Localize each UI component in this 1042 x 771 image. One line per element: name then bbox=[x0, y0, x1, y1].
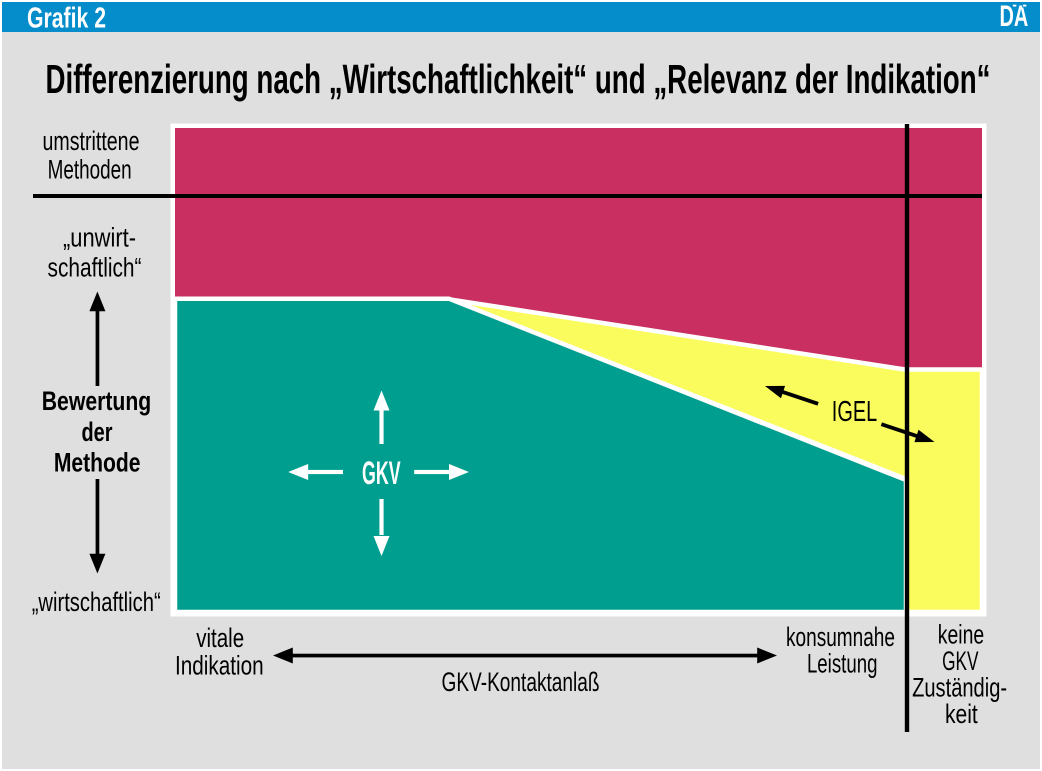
svg-text:GKV: GKV bbox=[942, 646, 978, 676]
svg-text:„wirtschaftlich“: „wirtschaftlich“ bbox=[32, 587, 161, 617]
svg-text:konsumnahe: konsumnahe bbox=[786, 622, 895, 652]
svg-text:Leistung: Leistung bbox=[807, 648, 878, 678]
svg-text:Grafik 2: Grafik 2 bbox=[27, 3, 106, 35]
svg-text:keine: keine bbox=[938, 620, 984, 650]
svg-text:der: der bbox=[82, 417, 113, 447]
svg-text:Bewertung: Bewertung bbox=[42, 386, 152, 416]
svg-text:umstrittene: umstrittene bbox=[43, 126, 140, 156]
svg-text:vitale: vitale bbox=[196, 623, 244, 653]
svg-text:Methode: Methode bbox=[54, 448, 141, 478]
svg-text:schaftlich“: schaftlich“ bbox=[48, 253, 142, 283]
svg-text:GKV: GKV bbox=[362, 455, 401, 491]
svg-text:IGEL: IGEL bbox=[832, 396, 877, 428]
svg-text:Differenzierung nach „Wirtscha: Differenzierung nach „Wirtschaftlichkeit… bbox=[46, 56, 991, 102]
svg-text:keit: keit bbox=[945, 699, 978, 729]
svg-text:Methoden: Methoden bbox=[48, 155, 132, 185]
svg-text:„unwirt-: „unwirt- bbox=[63, 223, 136, 253]
svg-text:Zuständig-: Zuständig- bbox=[912, 672, 1007, 702]
svg-text:Indikation: Indikation bbox=[175, 650, 264, 680]
svg-text:GKV-Kontaktanlaß: GKV-Kontaktanlaß bbox=[442, 667, 600, 697]
